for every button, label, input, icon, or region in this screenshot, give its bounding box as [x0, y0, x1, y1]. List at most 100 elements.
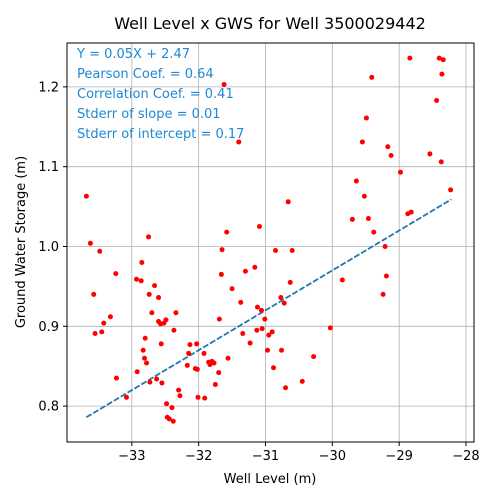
- x-tick-label: −33: [118, 449, 145, 464]
- data-point: [285, 199, 291, 205]
- data-point: [194, 366, 200, 372]
- x-tick-label: −28: [452, 449, 479, 464]
- data-point: [113, 375, 119, 381]
- data-point: [219, 247, 225, 253]
- data-point: [436, 55, 442, 61]
- annotation-line: Stderr of intercept = 0.17: [77, 127, 244, 142]
- data-point: [254, 327, 260, 333]
- data-point: [365, 216, 371, 222]
- data-point: [211, 360, 217, 366]
- data-point: [279, 347, 285, 353]
- data-point: [142, 335, 148, 341]
- annotation-line: Y = 0.05X + 2.47: [76, 47, 190, 62]
- data-point: [97, 248, 103, 254]
- annotation-line: Stderr of slope = 0.01: [77, 107, 221, 122]
- data-point: [176, 387, 182, 393]
- data-point: [140, 347, 146, 353]
- data-point: [273, 247, 279, 253]
- data-point: [218, 271, 224, 277]
- data-point: [408, 209, 414, 215]
- data-point: [388, 153, 394, 159]
- y-tick-label: 1.1: [38, 160, 59, 175]
- data-point: [149, 310, 155, 316]
- x-tick-label: −29: [385, 449, 412, 464]
- data-point: [163, 317, 169, 323]
- data-point: [187, 342, 193, 348]
- data-point: [225, 355, 231, 361]
- data-point: [383, 273, 389, 279]
- data-point: [154, 376, 160, 382]
- data-point: [138, 278, 144, 284]
- data-point: [382, 243, 388, 249]
- data-point: [262, 316, 268, 322]
- data-point: [269, 329, 275, 335]
- x-axis-ticks: −33 −32 −31 −30 −29 −28: [118, 442, 480, 464]
- x-tick-label: −30: [319, 449, 346, 464]
- data-point: [438, 159, 444, 165]
- data-point: [327, 325, 333, 331]
- x-axis-label: Well Level (m): [224, 472, 317, 487]
- data-point: [152, 283, 158, 289]
- data-point: [229, 286, 235, 292]
- data-point: [266, 332, 272, 338]
- data-point: [91, 291, 97, 297]
- annotation-line: Correlation Coef. = 0.41: [77, 87, 234, 102]
- data-point: [202, 395, 208, 401]
- data-point: [171, 327, 177, 333]
- data-point: [173, 310, 179, 316]
- data-point: [242, 268, 248, 274]
- data-point: [139, 259, 145, 265]
- data-point: [195, 394, 201, 400]
- x-tick-label: −31: [252, 449, 279, 464]
- data-point: [278, 295, 284, 301]
- x-tick-label: −32: [185, 449, 212, 464]
- data-point: [299, 378, 305, 384]
- data-point: [216, 316, 222, 322]
- data-point: [349, 216, 355, 222]
- chart-title: Well Level x GWS for Well 3500029442: [114, 14, 426, 33]
- data-point: [281, 300, 287, 306]
- data-point: [434, 97, 440, 103]
- data-point: [397, 169, 403, 175]
- data-point: [201, 350, 207, 356]
- data-point: [146, 291, 152, 297]
- data-point: [271, 365, 277, 371]
- data-point: [221, 81, 227, 87]
- data-point: [385, 144, 391, 150]
- data-point: [142, 355, 148, 361]
- data-points: [83, 55, 454, 424]
- data-point: [158, 341, 164, 347]
- data-point: [170, 418, 176, 424]
- data-point: [371, 229, 377, 235]
- data-point: [440, 57, 446, 63]
- regression-annotation: Y = 0.05X + 2.47 Pearson Coef. = 0.64 Co…: [76, 47, 244, 142]
- data-point: [254, 304, 260, 310]
- data-point: [289, 247, 295, 253]
- data-point: [194, 341, 200, 347]
- data-point: [287, 279, 293, 285]
- data-point: [134, 369, 140, 375]
- data-point: [92, 330, 98, 336]
- data-point: [146, 234, 152, 240]
- data-point: [134, 276, 140, 282]
- data-point: [164, 401, 170, 407]
- y-tick-label: 0.8: [38, 400, 59, 415]
- data-point: [101, 320, 107, 326]
- data-point: [264, 347, 270, 353]
- regression-fit-line: [85, 198, 452, 419]
- data-point: [238, 299, 244, 305]
- data-point: [147, 379, 153, 385]
- data-point: [252, 264, 258, 270]
- data-point: [439, 71, 445, 77]
- y-tick-label: 0.9: [38, 320, 59, 335]
- y-tick-label: 1.2: [38, 80, 59, 95]
- data-point: [236, 139, 242, 145]
- data-point: [83, 193, 89, 199]
- data-point: [448, 187, 454, 193]
- data-point: [247, 340, 253, 346]
- data-point: [427, 151, 433, 157]
- y-axis-ticks: 0.8 0.9 1.0 1.1 1.2: [38, 80, 67, 415]
- data-point: [156, 295, 162, 301]
- data-point: [184, 362, 190, 368]
